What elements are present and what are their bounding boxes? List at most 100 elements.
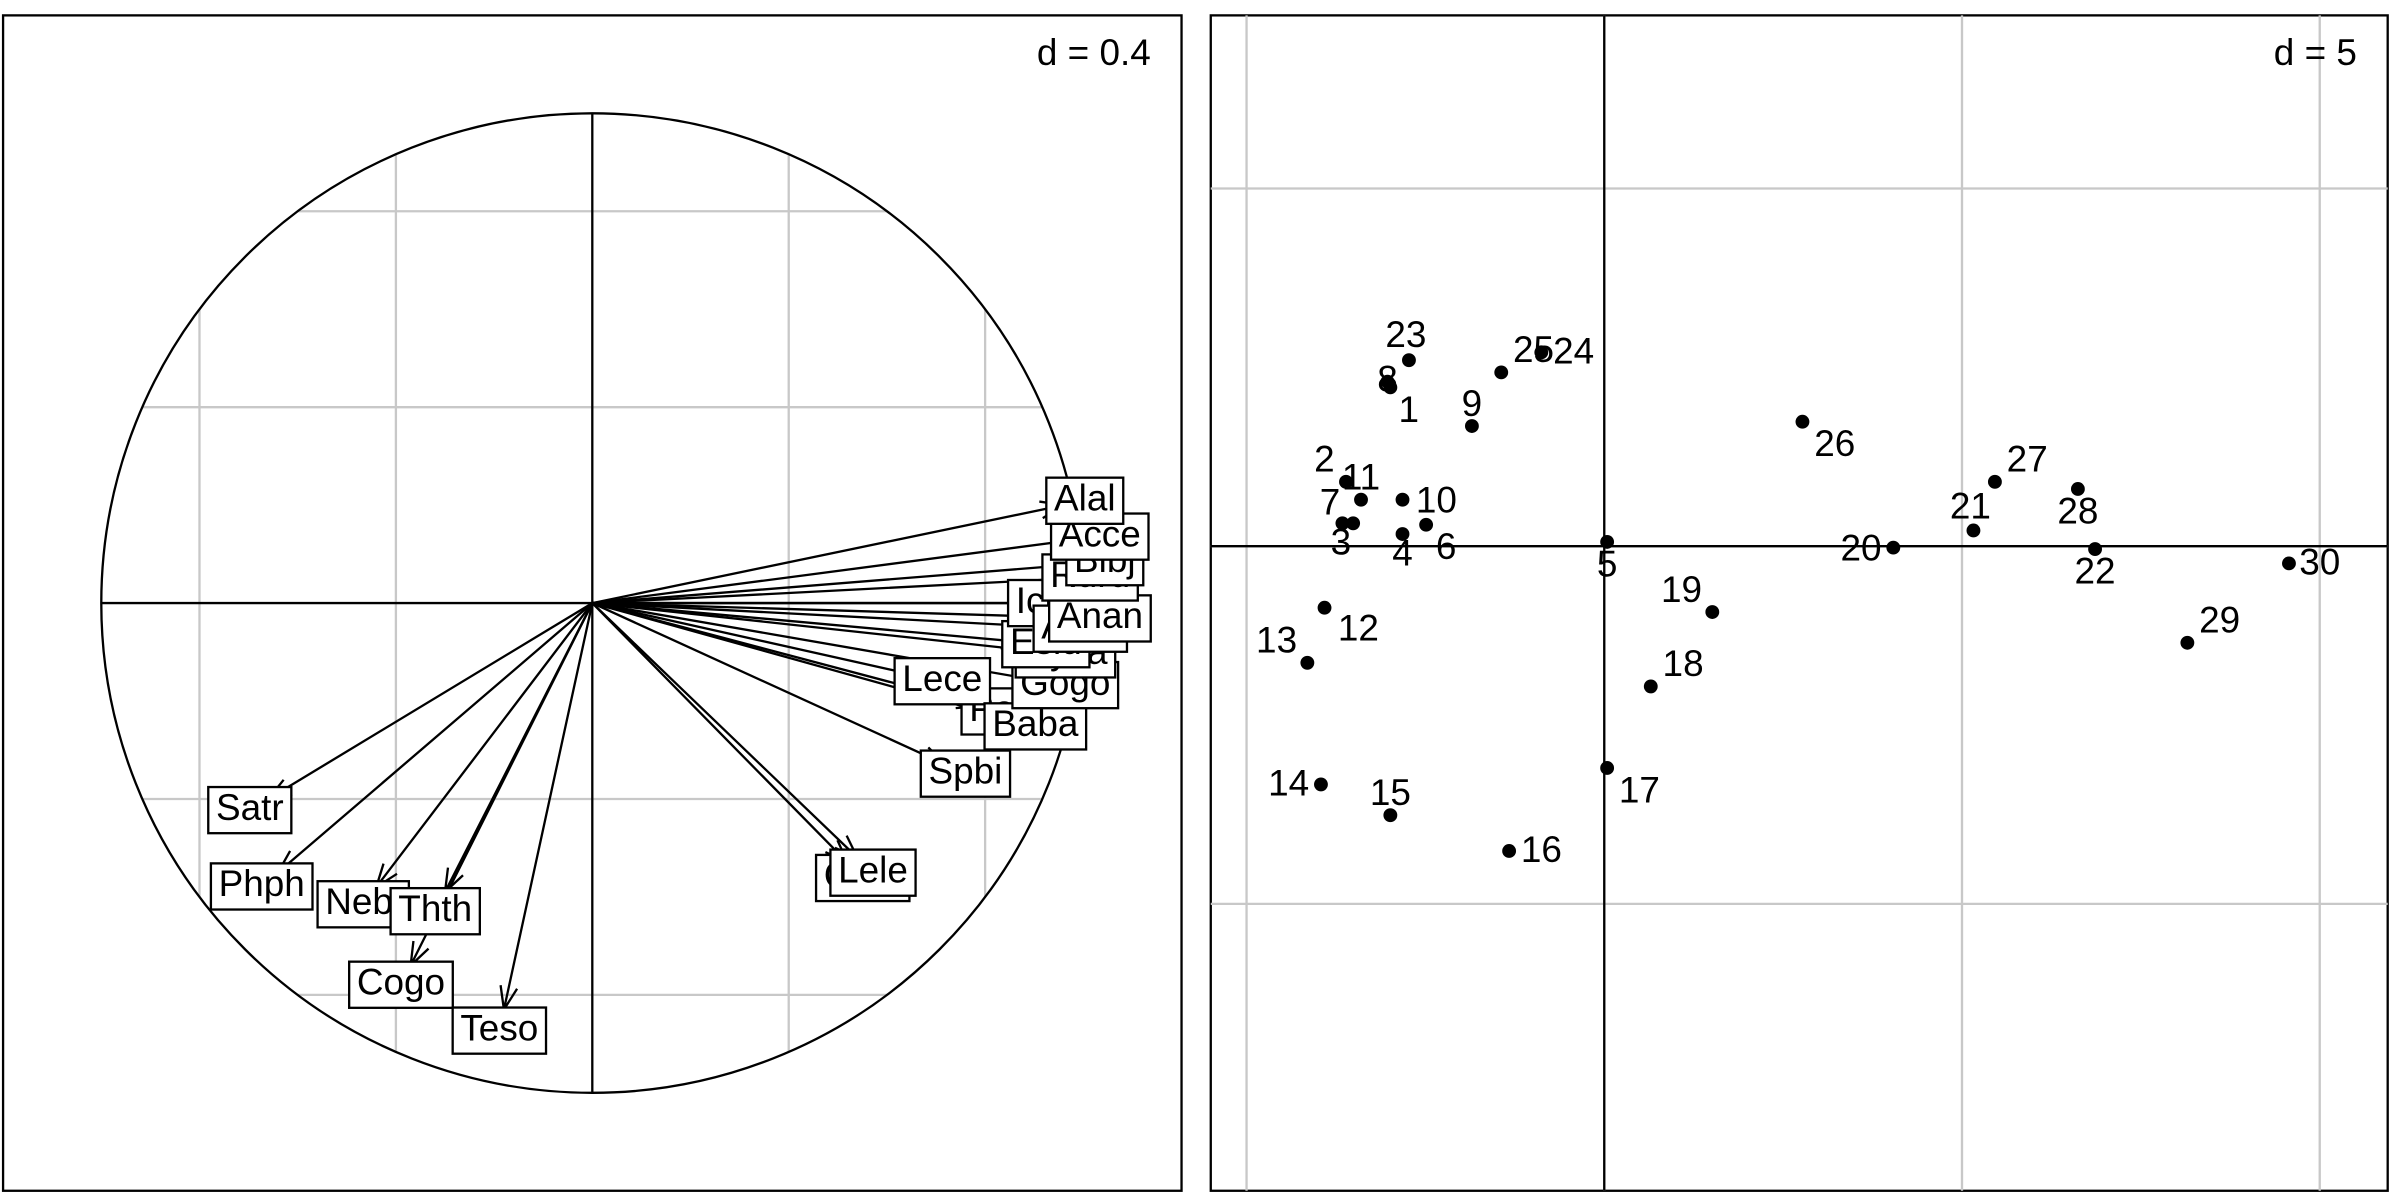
point-label: 20: [1840, 527, 1881, 568]
arrow-label: Cogo: [348, 960, 454, 1009]
arrow: [592, 601, 925, 681]
variable-label: Phph: [219, 863, 305, 904]
point: [1600, 534, 1615, 549]
point: [1346, 516, 1361, 531]
point: [1600, 761, 1615, 775]
point-label: 8: [1377, 358, 1398, 399]
point-label: 12: [1338, 608, 1379, 649]
arrow: [592, 601, 1048, 660]
arrow-label: Satr: [207, 785, 293, 835]
point-label: 26: [1814, 423, 1855, 464]
point: [1317, 600, 1332, 615]
arrow-label: Alal: [1045, 476, 1125, 525]
point-label: 18: [1663, 643, 1704, 684]
point: [2070, 482, 2085, 496]
arrow: [592, 500, 1067, 605]
label-box: [451, 1006, 548, 1055]
arrow-label: Spbi: [919, 749, 1012, 798]
panel-frame: [1209, 14, 2389, 1192]
grid-scale-label: d = 5: [2274, 32, 2357, 73]
point-label: 28: [2057, 490, 2098, 531]
arrow-label: Lele: [829, 848, 917, 897]
grid-scale-label: d = 0.4: [1037, 32, 1151, 73]
panel: d = 0.4SatrPhphNeblThthCogoTesoChtoLeleS…: [1, 14, 1183, 1192]
point-label: 4: [1392, 532, 1413, 573]
point-label: 27: [2007, 439, 2048, 480]
label-box: [207, 785, 293, 835]
point-label: 17: [1619, 769, 1660, 810]
point: [2282, 556, 2296, 571]
point-label: 6: [1436, 526, 1457, 567]
point-label: 16: [1521, 829, 1562, 870]
point-label: 9: [1462, 383, 1483, 424]
point: [1534, 345, 1549, 360]
arrow-label: Lece: [893, 657, 992, 706]
point: [1502, 844, 1517, 858]
point: [1966, 523, 1981, 538]
point-label: 22: [2075, 550, 2116, 591]
point: [2180, 635, 2195, 650]
point-label: 14: [1268, 763, 1309, 804]
arrow-label: Thth: [389, 886, 481, 936]
arrow-label: Phph: [209, 862, 314, 911]
point-label: 2: [1314, 439, 1335, 480]
variable-label: Lece: [902, 658, 982, 699]
point: [1705, 605, 1720, 619]
point: [1886, 540, 1901, 555]
point-label: 15: [1370, 772, 1411, 813]
point-label: 10: [1416, 480, 1457, 521]
point-label: 21: [1950, 486, 1991, 527]
label-box: [1045, 476, 1125, 525]
arrow-label: Baba: [983, 702, 1088, 751]
variable-label: Alal: [1054, 477, 1116, 518]
variable-label: Lele: [838, 849, 908, 890]
point-label: 24: [1553, 331, 1594, 372]
point-label: 7: [1320, 482, 1341, 523]
arrow-label: Teso: [451, 1006, 548, 1055]
point: [1354, 492, 1368, 507]
point: [1395, 527, 1410, 541]
arrow: [374, 602, 594, 890]
label-box: [893, 657, 992, 706]
arrow: [275, 602, 594, 875]
point-label: 13: [1256, 620, 1297, 661]
point: [1795, 414, 1810, 429]
point: [1464, 419, 1479, 433]
arrow-label: Anan: [1048, 594, 1152, 643]
label-box: [389, 886, 481, 936]
point: [1419, 517, 1434, 532]
point-label: 5: [1597, 543, 1618, 584]
arrow: [592, 532, 1082, 605]
point: [1335, 516, 1350, 531]
label-box: [919, 749, 1012, 798]
point: [1314, 777, 1328, 792]
point: [1339, 474, 1353, 489]
variable-label: Thth: [398, 888, 472, 929]
point: [1643, 679, 1658, 694]
point-label: 1: [1399, 389, 1420, 430]
variable-label: Spbi: [928, 750, 1002, 791]
point: [1383, 808, 1398, 823]
variable-label: Teso: [460, 1007, 538, 1048]
point: [1987, 474, 2002, 489]
label-box: [829, 848, 917, 897]
point: [2088, 542, 2102, 556]
point-label: 25: [1513, 329, 1554, 370]
point: [1494, 365, 1509, 380]
variable-label: Anan: [1057, 595, 1143, 636]
variable-label: Satr: [216, 787, 284, 828]
point-label: 30: [2299, 542, 2340, 583]
arrow: [591, 602, 851, 866]
label-box: [348, 960, 454, 1009]
point: [1402, 353, 1416, 368]
point: [1395, 492, 1410, 507]
point-label: 19: [1661, 569, 1702, 610]
panel-frame: [1, 14, 1183, 1192]
point: [1300, 655, 1315, 670]
point-label: 11: [1342, 456, 1380, 497]
variable-label: Baba: [992, 703, 1079, 744]
label-box: [209, 862, 314, 911]
variable-label: Nebl: [325, 881, 401, 922]
point-label: 29: [2199, 600, 2240, 641]
